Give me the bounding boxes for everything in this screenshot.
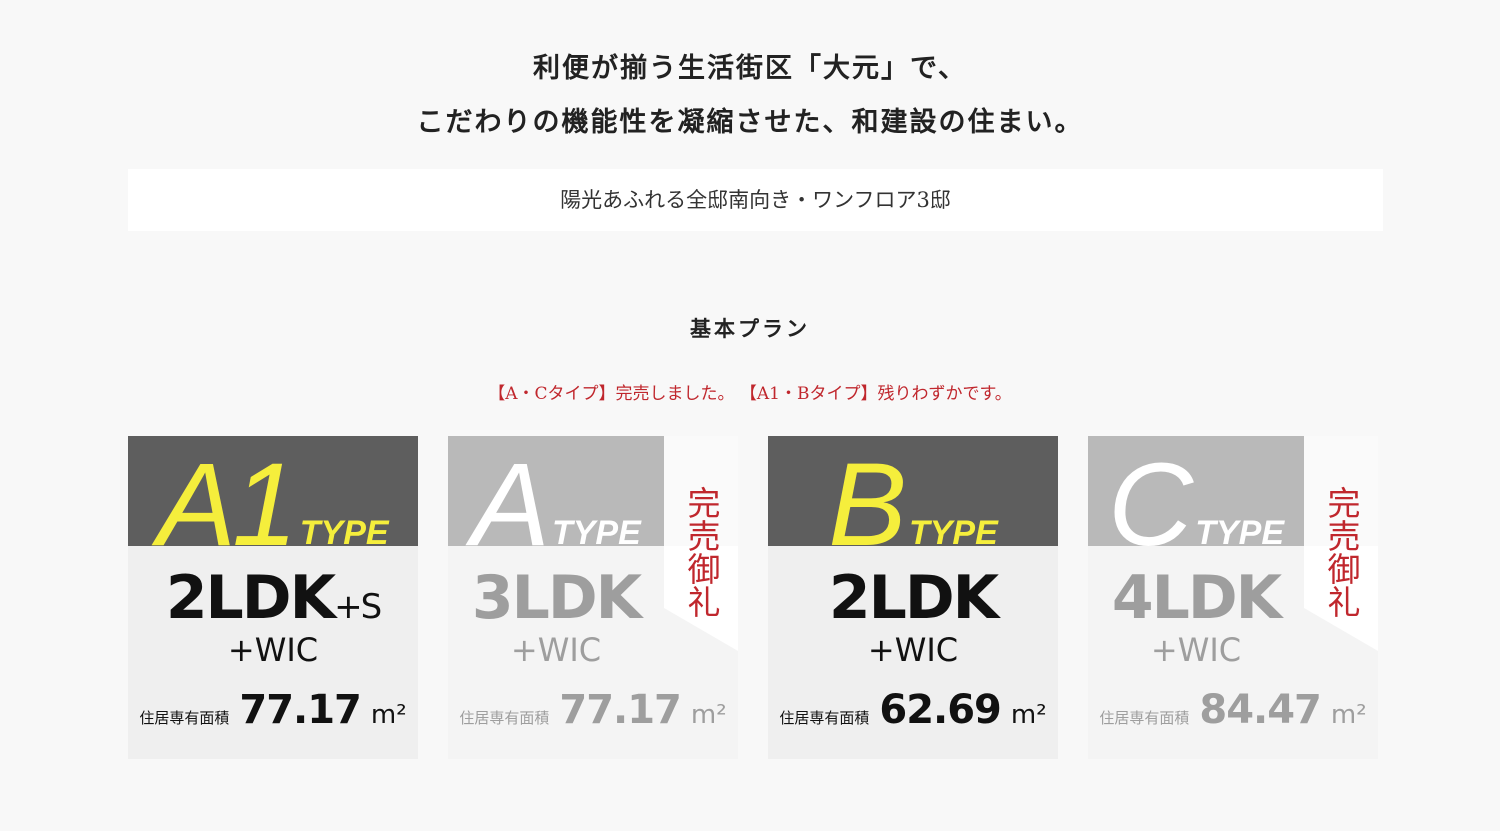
section-title: 基本プラン — [690, 316, 810, 341]
plan-wic: +WIC — [1150, 631, 1242, 669]
plan-card-a[interactable]: A TYPE 3LDK +WIC 住居専有面積 77.17 m² 完売御礼 — [448, 436, 738, 759]
area-label: 住居専有面積 — [779, 709, 870, 727]
plan-card-a1[interactable]: A1 TYPE 2LDK+S +WIC 住居専有面積 77.17 m² — [128, 436, 418, 759]
availability-notice: 【A・Cタイプ】完売しました。 【A1・Bタイプ】残りわずかです。 — [488, 384, 1012, 404]
area-value: 62.69 — [879, 687, 1002, 733]
area-label: 住居専有面積 — [139, 709, 230, 727]
area-unit: m² — [690, 700, 727, 730]
plan-type-header: A1 TYPE — [128, 436, 418, 546]
intro-line-2: こだわりの機能性を凝縮させた、和建設の住まい。 — [416, 107, 1084, 138]
plan-type-header: B TYPE — [768, 436, 1058, 546]
area-value: 77.17 — [239, 687, 362, 733]
plan-wic: +WIC — [510, 631, 602, 669]
plan-layout-text: 3LDK — [471, 563, 642, 633]
plan-wic: +WIC — [867, 631, 959, 669]
plan-area: 住居専有面積 62.69 m² — [768, 687, 1058, 733]
plan-letter: A1 — [157, 439, 297, 546]
area-label: 住居専有面積 — [1099, 709, 1190, 727]
plan-details: 2LDK+S +WIC 住居専有面積 77.17 m² — [128, 546, 418, 759]
feature-banner: 陽光あふれる全邸南向き・ワンフロア3邸 — [128, 169, 1383, 231]
plan-letter: A — [471, 439, 550, 546]
plan-type-label: TYPE — [908, 514, 998, 546]
plan-layout: 2LDK — [768, 546, 1058, 628]
plan-layout-text: 4LDK — [1111, 563, 1282, 633]
plan-layout: 2LDK+S — [128, 546, 418, 628]
plan-details: 2LDK +WIC 住居専有面積 62.69 m² — [768, 546, 1058, 759]
plan-area: 住居専有面積 77.17 m² — [128, 687, 418, 733]
area-label: 住居専有面積 — [459, 709, 550, 727]
area-unit: m² — [370, 700, 407, 730]
plan-letter: B — [828, 439, 907, 546]
plan-type-label: TYPE — [1195, 514, 1285, 546]
plan-layout: 3LDK — [448, 546, 738, 628]
area-unit: m² — [1330, 700, 1367, 730]
plan-layout-text: 2LDK — [165, 563, 336, 633]
area-value: 84.47 — [1199, 687, 1322, 733]
plan-layout-text: 2LDK — [828, 563, 999, 633]
plan-card-b[interactable]: B TYPE 2LDK +WIC 住居専有面積 62.69 m² — [768, 436, 1058, 759]
plan-area: 住居専有面積 77.17 m² — [448, 687, 738, 733]
area-value: 77.17 — [559, 687, 682, 733]
plan-card-c[interactable]: C TYPE 4LDK +WIC 住居専有面積 84.47 m² 完売御礼 — [1088, 436, 1378, 759]
plan-letter: C — [1107, 439, 1193, 546]
plan-area: 住居専有面積 84.47 m² — [1088, 687, 1378, 733]
intro-line-1: 利便が揃う生活街区「大元」で、 — [533, 53, 967, 84]
plan-suffix: +S — [334, 587, 382, 627]
plan-wic: +WIC — [227, 631, 319, 669]
plan-type-label: TYPE — [299, 514, 389, 546]
plan-layout: 4LDK — [1088, 546, 1378, 628]
plan-type-label: TYPE — [551, 514, 641, 546]
area-unit: m² — [1010, 700, 1047, 730]
sold-out-ribbon: 完売御礼 — [1304, 436, 1378, 651]
